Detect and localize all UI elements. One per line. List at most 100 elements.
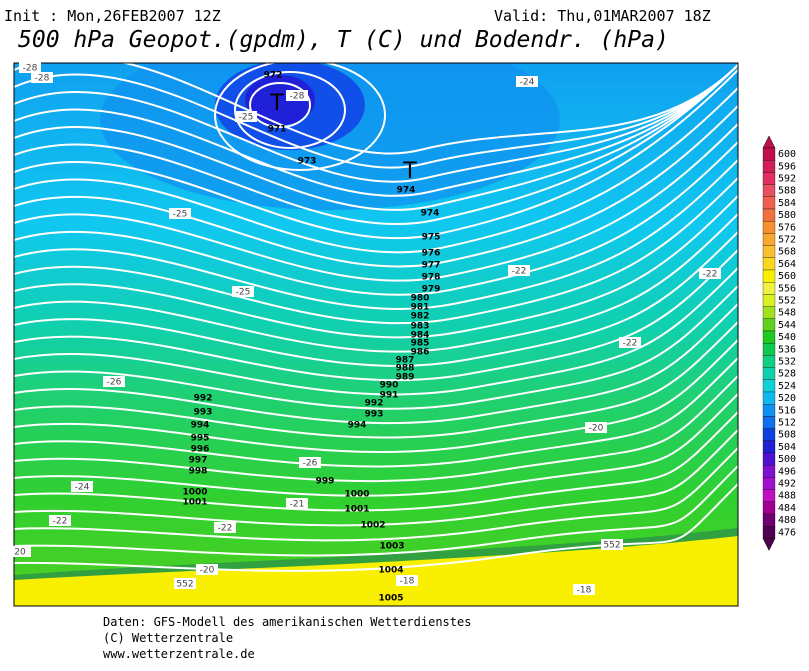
temperature-label: 20 <box>14 548 26 558</box>
colorbar-swatch <box>762 404 776 417</box>
temperature-label: -18 <box>577 586 592 596</box>
isobar-label: 1001 <box>182 498 207 508</box>
isobar-label: 974 <box>421 209 440 219</box>
footer-line: Daten: GFS-Modell des amerikanischen Wet… <box>103 615 471 629</box>
colorbar-label: 508 <box>778 430 796 441</box>
isobar-label: 989 <box>396 373 415 383</box>
isobar-label: 986 <box>411 348 430 358</box>
isobar-label: 979 <box>422 285 441 295</box>
colorbar-swatch <box>762 233 776 246</box>
isobar-label: 1004 <box>378 566 403 576</box>
temperature-label: -22 <box>512 267 527 277</box>
init-time: Init : Mon,26FEB2007 12Z <box>4 7 221 25</box>
temperature-label-box <box>619 337 641 348</box>
isobar-label: 972 <box>264 71 283 81</box>
colorbar-swatch <box>762 294 776 307</box>
isobar-label: 982 <box>411 312 430 322</box>
colorbar-label: 516 <box>778 405 796 416</box>
height-contour <box>14 63 738 197</box>
isobar-label: 994 <box>348 421 367 431</box>
temperature-label-box <box>49 515 71 526</box>
colorbar-label: 564 <box>778 259 796 270</box>
colorbar-swatch <box>762 330 776 344</box>
temperature-label: -25 <box>239 113 254 123</box>
isobar-label: 1000 <box>182 488 207 498</box>
height-contour <box>14 158 738 310</box>
height-contour <box>14 482 738 572</box>
colorbar-swatch <box>762 452 776 466</box>
colorbar-swatch <box>762 172 776 185</box>
colorbar-label: 576 <box>778 222 796 233</box>
isobar-label: 992 <box>194 394 213 404</box>
temperature-label-box <box>286 498 308 509</box>
colorbar-label: 512 <box>778 418 796 429</box>
low-marker: T <box>402 159 417 184</box>
colorbar-label: 572 <box>778 235 796 246</box>
temperature-label-box <box>573 584 595 595</box>
height-contour <box>14 446 738 542</box>
temperature-label-box <box>699 268 721 279</box>
footer-line: www.wetterzentrale.de <box>103 647 255 661</box>
height-contour <box>14 230 738 367</box>
temperature-label: -20 <box>589 424 604 434</box>
height-contour <box>14 356 738 468</box>
isobar-label: 1003 <box>379 542 404 552</box>
colorbar-label: 532 <box>778 357 796 368</box>
height-contour <box>14 392 738 497</box>
footer-line: (C) Wetterzentrale <box>103 631 233 645</box>
isobar-label: 987 <box>396 356 415 366</box>
colorbar-swatch <box>762 147 776 161</box>
height-contour <box>14 374 738 483</box>
isobar-label: 985 <box>411 339 430 349</box>
temperature-label-box <box>396 575 418 586</box>
colorbar-swatch <box>762 355 776 368</box>
colorbar-swatch <box>762 416 776 429</box>
isobar-label: 976 <box>422 249 441 259</box>
colorbar-swatch <box>762 428 776 441</box>
height-contour <box>14 428 738 527</box>
height-contour <box>14 122 738 282</box>
temperature-label-box <box>9 546 31 557</box>
height-contour <box>14 248 738 382</box>
colorbar-swatch <box>762 306 776 319</box>
temperature-label-box <box>585 422 607 433</box>
temperature-label: -24 <box>520 78 535 88</box>
colorbar-swatch <box>762 501 776 515</box>
isobar-label: 978 <box>422 273 441 283</box>
isobar-label: 981 <box>411 303 430 313</box>
colorbar-swatch <box>762 208 776 222</box>
colorbar-label: 588 <box>778 186 796 197</box>
colorbar-swatch <box>762 367 776 380</box>
low-marker: T <box>269 91 284 116</box>
temperature-label: 552 <box>176 580 193 590</box>
isobar-label: 971 <box>268 125 287 135</box>
temperature-label-box <box>103 376 125 387</box>
colorbar-label: 484 <box>778 503 796 514</box>
colorbar-label: 536 <box>778 344 796 355</box>
colorbar-label: 544 <box>778 320 796 331</box>
isobar-label: 988 <box>396 364 415 374</box>
temperature-label-box <box>601 539 623 550</box>
height-contour <box>234 71 346 149</box>
temperature-label: 552 <box>603 541 620 551</box>
temperature-label: -25 <box>236 288 251 298</box>
height-contour <box>14 212 738 353</box>
isobar-label: 983 <box>411 322 430 332</box>
isobar-label: 980 <box>411 294 430 304</box>
temperature-label: -28 <box>23 64 38 74</box>
isobar-label: 997 <box>189 456 208 466</box>
temperature-label: -28 <box>35 74 50 84</box>
colorbar-swatch <box>762 160 776 173</box>
height-contour <box>249 82 311 128</box>
colorbar-label: 556 <box>778 283 796 294</box>
temperature-label: -28 <box>290 92 305 102</box>
colorbar-label: 528 <box>778 369 796 380</box>
height-contour <box>14 338 738 453</box>
colorbar-swatch <box>762 465 776 478</box>
colorbar-label: 580 <box>778 210 796 221</box>
height-contour <box>14 63 738 183</box>
temperature-label: -20 <box>200 566 215 576</box>
isobar-label: 1005 <box>378 594 403 604</box>
colorbar-swatch <box>762 526 776 539</box>
colorbar-label: 524 <box>778 381 796 392</box>
